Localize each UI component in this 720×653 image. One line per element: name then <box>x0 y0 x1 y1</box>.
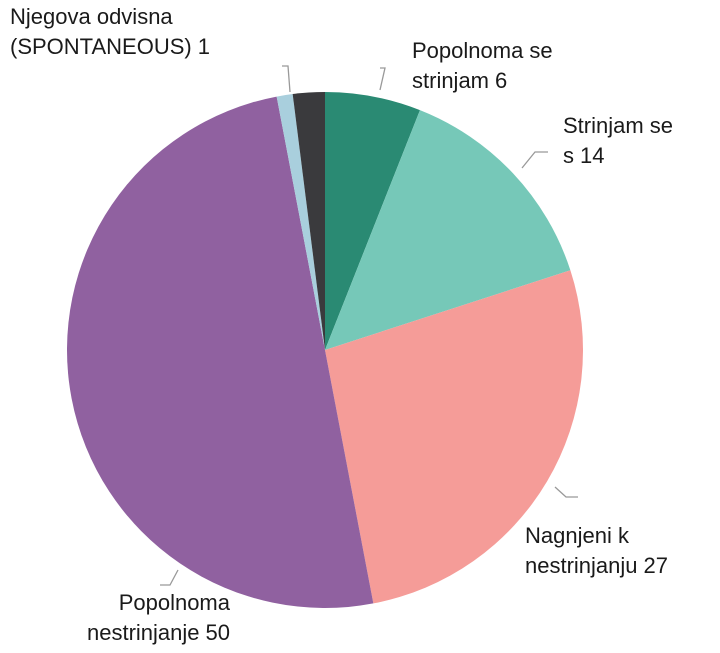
label-line: (SPONTANEOUS) <box>10 34 192 59</box>
leader-line <box>282 65 291 93</box>
slice-label: Njegova odvisna (SPONTANEOUS) 1 <box>10 4 210 59</box>
label-line: Nagnjeni k <box>525 523 630 548</box>
pie-slice <box>325 270 583 604</box>
label-value: 27 <box>644 553 668 578</box>
slice-label: Popolnoma se strinjam 6 <box>412 38 553 93</box>
label-line: nestrinjanje <box>87 620 200 645</box>
leader-line <box>379 67 386 91</box>
label-name: Popolnoma nestrinjanje <box>87 590 231 645</box>
label-line: Njegova odvisna <box>10 4 173 29</box>
label-value: 6 <box>495 68 507 93</box>
label-name: Nagnjeni k nestrinjanju <box>525 523 638 578</box>
label-line: Popolnoma se <box>412 38 553 63</box>
label-line: nestrinjanju <box>525 553 638 578</box>
label-name: Popolnoma se strinjam <box>412 38 553 93</box>
label-line: Strinjam se <box>563 113 673 138</box>
slice-label: Popolnoma nestrinjanje 50 <box>87 590 231 645</box>
pie-slice <box>325 110 571 350</box>
pie-slice <box>276 94 325 350</box>
pie-slice <box>325 92 420 350</box>
label-value: 14 <box>580 143 604 168</box>
label-name: Strinjam se s <box>563 113 673 168</box>
label-value: 50 <box>206 620 230 645</box>
slice-label: Nagnjeni k nestrinjanju 27 <box>525 523 668 578</box>
slice-label: Strinjam se s 14 <box>563 113 673 168</box>
label-value: 1 <box>198 34 210 59</box>
pie-slice <box>67 96 374 608</box>
leader-line <box>554 486 578 498</box>
leader-line <box>160 569 179 586</box>
label-name: Njegova odvisna (SPONTANEOUS) <box>10 4 192 59</box>
label-line: strinjam <box>412 68 489 93</box>
label-line: Popolnoma <box>119 590 231 615</box>
leader-line <box>521 151 548 169</box>
label-line: s <box>563 143 574 168</box>
pie-slice <box>292 92 325 350</box>
